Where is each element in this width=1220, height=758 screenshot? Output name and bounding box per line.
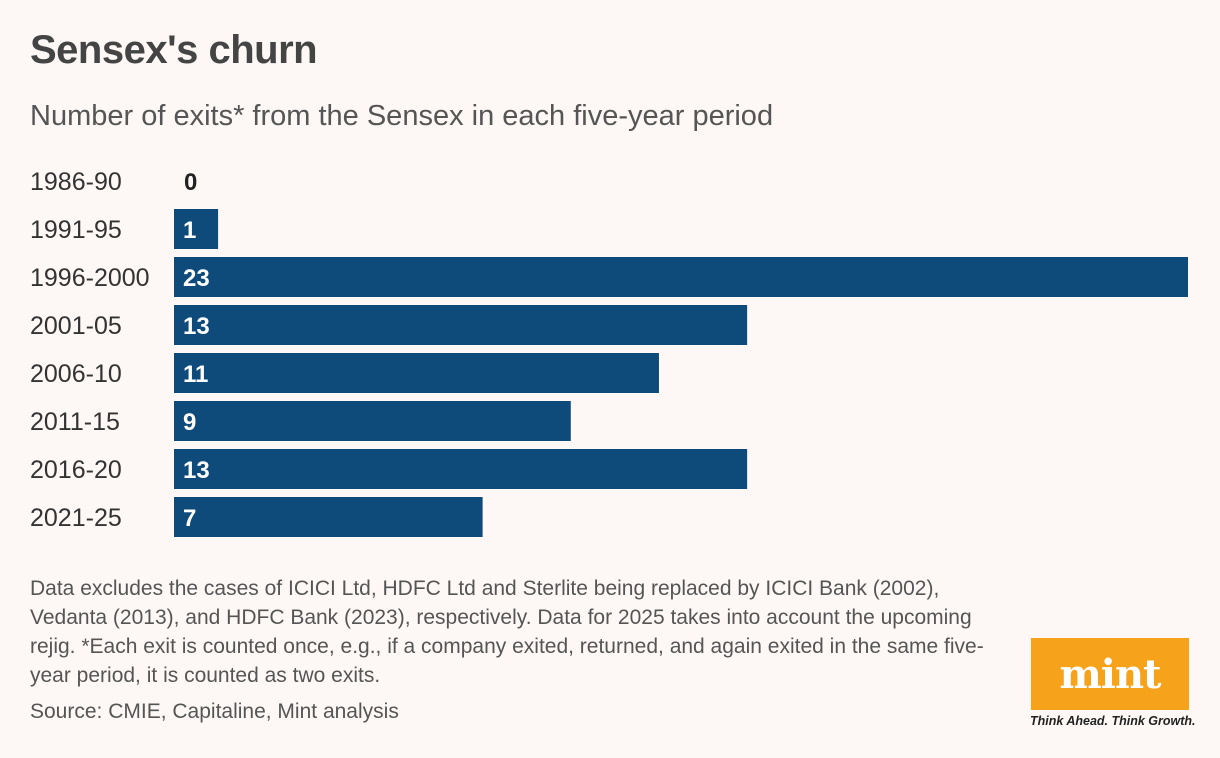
category-label-1986-90: 1986-90 [30,168,122,196]
bar-2001-05 [174,305,748,345]
category-label-1996-2000: 1996-2000 [30,264,150,292]
category-label-1991-95: 1991-95 [30,216,122,244]
chart-subtitle: Number of exits* from the Sensex in each… [30,100,774,132]
bar-1996-2000 [174,257,1188,297]
category-label-2021-25: 2021-25 [30,504,122,532]
value-label-2006-10: 11 [183,361,208,388]
category-label-2011-15: 2011-15 [30,408,120,436]
bar-2006-10 [174,353,659,393]
source-note: Source: CMIE, Capitaline, Mint analysis [30,700,399,723]
value-label-1991-95: 1 [183,217,196,244]
chart-title: Sensex's churn [30,28,318,72]
value-label-1986-90: 0 [184,169,197,196]
value-label-2016-20: 13 [183,457,210,484]
value-label-2001-05: 13 [183,313,210,340]
bar-2011-15 [174,401,571,441]
footnote: Data excludes the cases of ICICI Ltd, HD… [30,577,984,687]
bar-2021-25 [174,497,483,537]
bar-chart: 1986-90 0 1991-95 1 1996-2000 23 2001-05 13 2006… [30,168,1188,537]
value-label-2021-25: 7 [183,505,196,532]
category-label-2016-20: 2016-20 [30,456,122,484]
mint-logo: mint [1031,638,1189,710]
value-label-2011-15: 9 [183,409,196,436]
bar-2016-20 [174,449,748,489]
category-label-2001-05: 2001-05 [30,312,122,340]
bar-1991-95 [174,209,219,249]
value-label-1996-2000: 23 [183,265,210,292]
mint-tagline: Think Ahead. Think Growth. [1030,714,1196,728]
mint-logo-text: mint [1059,650,1161,698]
category-label-2006-10: 2006-10 [30,360,122,388]
